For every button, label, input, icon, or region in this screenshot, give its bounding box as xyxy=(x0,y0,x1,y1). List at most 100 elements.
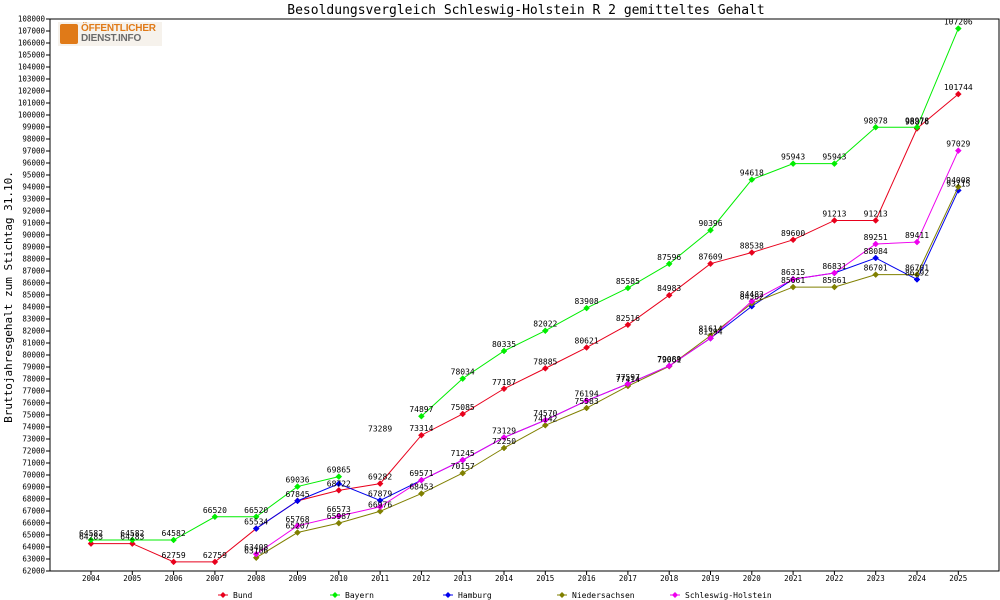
data-label: 75085 xyxy=(451,403,475,412)
data-label: 94618 xyxy=(740,169,764,178)
point-bayern xyxy=(831,160,838,168)
point-schleswig-holstein xyxy=(954,147,962,155)
data-label: 69036 xyxy=(285,476,309,485)
data-label: 87609 xyxy=(698,253,722,262)
data-label: 86831 xyxy=(822,262,846,271)
data-label: 98978 xyxy=(864,116,888,125)
point-schleswig-holstein xyxy=(335,512,343,520)
data-label: 73129 xyxy=(492,426,516,435)
point-bund xyxy=(459,410,467,418)
data-label: 65207 xyxy=(285,522,309,531)
logo-mark-icon xyxy=(60,24,78,44)
y-tick-label: 107000 xyxy=(18,27,46,36)
y-tick-label: 90000 xyxy=(22,231,45,240)
point-bayern xyxy=(665,260,673,268)
point-bayern xyxy=(418,412,425,420)
series-layer xyxy=(87,25,962,566)
legend-label-schleswig-holstein: Schleswig-Holstein xyxy=(685,591,772,600)
y-tick-label: 92000 xyxy=(22,207,45,216)
point-bayern xyxy=(170,536,177,544)
data-label: 68453 xyxy=(409,483,433,492)
y-tick-label: 67000 xyxy=(22,507,45,516)
point-schleswig-holstein xyxy=(665,362,673,370)
data-label: 82516 xyxy=(616,314,640,323)
data-label: 107206 xyxy=(944,18,973,27)
point-bayern xyxy=(583,304,590,312)
y-tick-label: 101000 xyxy=(18,99,46,108)
y-tick-label: 84000 xyxy=(22,303,45,312)
x-tick-label: 2020 xyxy=(743,574,762,583)
y-tick-label: 91000 xyxy=(22,219,45,228)
y-tick-label: 77000 xyxy=(22,387,45,396)
y-tick-label: 80000 xyxy=(22,351,45,360)
series-line-schleswig-holstein xyxy=(255,150,959,555)
data-label: 74142 xyxy=(533,414,557,423)
chart-title: Besoldungsvergleich Schleswig-Holstein R… xyxy=(287,3,764,18)
data-label: 88084 xyxy=(864,247,888,256)
data-label: 65534 xyxy=(244,518,268,527)
data-label: 82022 xyxy=(533,320,557,329)
data-label: 64283 xyxy=(79,533,103,542)
point-schleswig-holstein xyxy=(748,297,756,305)
point-schleswig-holstein xyxy=(294,522,301,530)
data-label: 85661 xyxy=(822,276,846,285)
y-tick-label: 75000 xyxy=(22,411,45,420)
point-bayern xyxy=(500,347,508,355)
y-tick-label: 81000 xyxy=(22,339,45,348)
point-bund xyxy=(170,558,177,566)
point-schleswig-holstein xyxy=(789,275,797,283)
y-tick-label: 89000 xyxy=(22,243,45,252)
legend-marker-schleswig-holstein xyxy=(672,592,678,598)
point-bayern xyxy=(748,176,756,183)
data-label: 66573 xyxy=(327,505,351,514)
x-tick-label: 2008 xyxy=(247,574,266,583)
y-tick-label: 96000 xyxy=(22,159,45,168)
y-tick-label: 72000 xyxy=(22,447,45,456)
x-tick-label: 2007 xyxy=(206,574,224,583)
x-tick-label: 2021 xyxy=(784,574,802,583)
y-tick-label: 63000 xyxy=(22,555,45,564)
point-schleswig-holstein xyxy=(418,476,425,484)
x-tick-label: 2010 xyxy=(330,574,349,583)
point-bayern xyxy=(252,513,260,521)
point-schleswig-holstein xyxy=(583,397,590,405)
legend-label-bund: Bund xyxy=(233,591,252,600)
x-tick-label: 2014 xyxy=(495,574,514,583)
point-niedersachsen xyxy=(541,421,549,429)
point-bund xyxy=(665,291,673,299)
data-label: 75583 xyxy=(575,397,599,406)
point-hamburg xyxy=(335,480,343,488)
y-tick-label: 103000 xyxy=(18,75,46,84)
data-label: 74897 xyxy=(409,405,433,414)
point-bayern xyxy=(459,375,467,382)
point-hamburg xyxy=(872,254,880,262)
point-niedersachsen xyxy=(913,271,921,278)
y-tick-label: 82000 xyxy=(22,327,45,336)
logo-line-2: DIENST.INFO xyxy=(81,33,142,44)
data-label: 73289 xyxy=(368,425,392,434)
legend: Bund Bayern Hamburg Niedersachsen Schleswig-… xyxy=(218,591,772,600)
y-tick-label: 70000 xyxy=(22,471,45,480)
point-bayern xyxy=(87,536,95,544)
point-bund xyxy=(583,344,590,351)
point-bayern xyxy=(335,473,343,480)
legend-marker-hamburg xyxy=(445,592,451,598)
series-line-hamburg xyxy=(255,190,959,530)
data-label: 89600 xyxy=(781,229,805,238)
x-tick-label: 2025 xyxy=(949,574,967,583)
data-label: 64582 xyxy=(162,529,186,538)
data-label: 86292 xyxy=(905,268,929,277)
x-tick-label: 2017 xyxy=(619,574,637,583)
x-tick-label: 2023 xyxy=(867,574,885,583)
data-label: 83908 xyxy=(575,297,599,306)
data-label: 95943 xyxy=(781,153,805,162)
point-bund xyxy=(831,217,838,224)
point-hamburg xyxy=(376,497,384,504)
data-label: 74570 xyxy=(533,409,557,418)
data-label: 98978 xyxy=(905,116,929,125)
data-label: 88538 xyxy=(740,242,764,251)
y-tick-label: 68000 xyxy=(22,495,45,504)
x-tick-label: 2013 xyxy=(454,574,472,583)
point-niedersachsen xyxy=(294,529,301,536)
